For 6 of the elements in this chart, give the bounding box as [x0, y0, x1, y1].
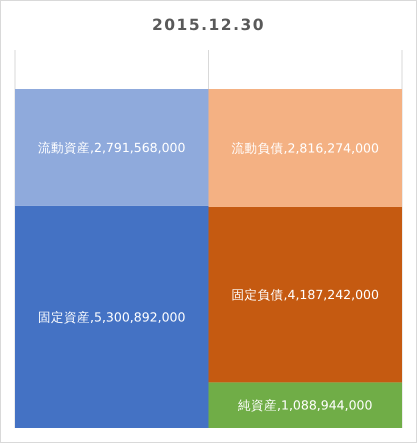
data-label: 純資産,1,088,944,000: [238, 398, 372, 413]
chart-title: 2015.12.30: [152, 16, 266, 34]
data-label: 流動負債,2,816,274,000: [232, 140, 379, 156]
data-label: 流動資産,2,791,568,000: [38, 140, 186, 155]
data-label: 固定資産,5,300,892,000: [38, 309, 186, 324]
data-label: 固定負債,4,187,242,000: [232, 287, 379, 302]
